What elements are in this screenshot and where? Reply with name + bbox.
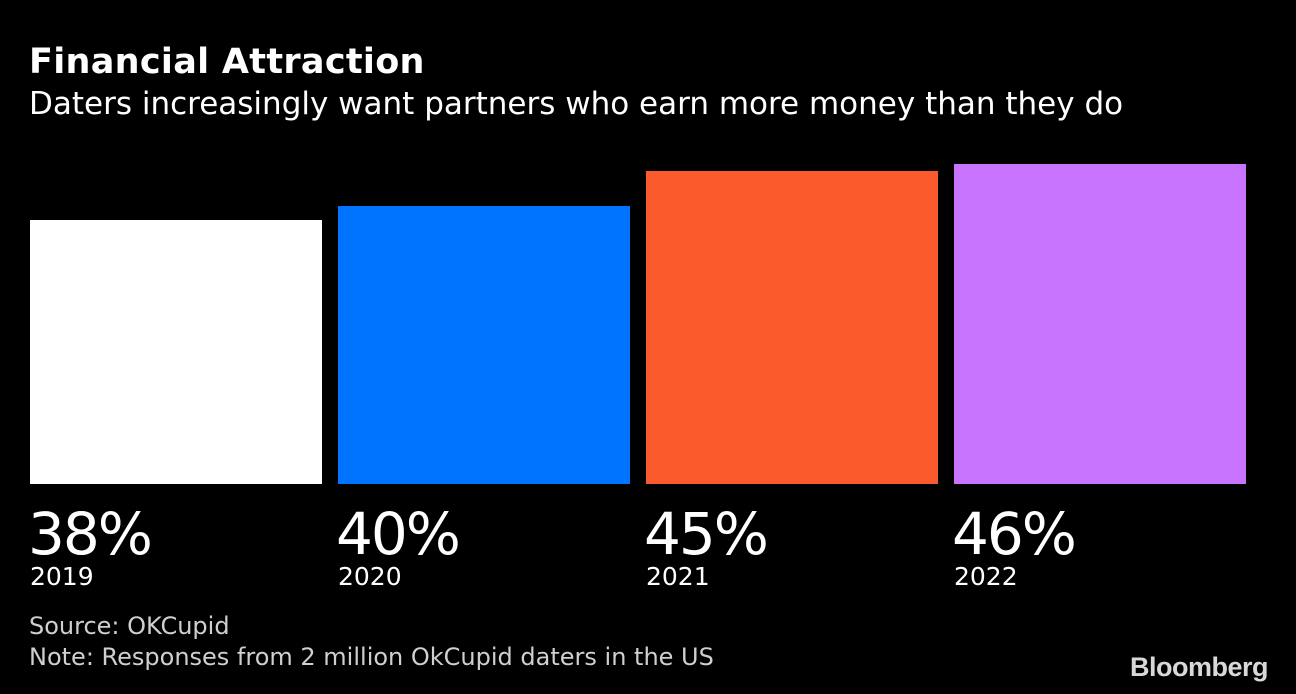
- bloomberg-logo: Bloomberg: [1129, 652, 1269, 682]
- bar-2020: [338, 205, 630, 484]
- value-label: 38%: [28, 500, 153, 568]
- chart-title: Financial Attraction: [29, 42, 425, 82]
- bar-2021: [646, 170, 938, 484]
- value-label: 45%: [644, 500, 769, 568]
- category-label: 2019: [30, 562, 94, 591]
- category-label: 2022: [954, 562, 1018, 591]
- value-label: 40%: [336, 500, 461, 568]
- bar-2022: [954, 163, 1246, 484]
- footnote: Note: Responses from 2 million OkCupid d…: [29, 643, 714, 671]
- source-note: Source: OKCupid: [29, 612, 230, 640]
- bar-2019: [30, 219, 322, 484]
- category-label: 2021: [646, 562, 710, 591]
- category-label: 2020: [338, 562, 402, 591]
- chart-subtitle: Daters increasingly want partners who ea…: [29, 86, 1124, 122]
- value-label: 46%: [952, 500, 1077, 568]
